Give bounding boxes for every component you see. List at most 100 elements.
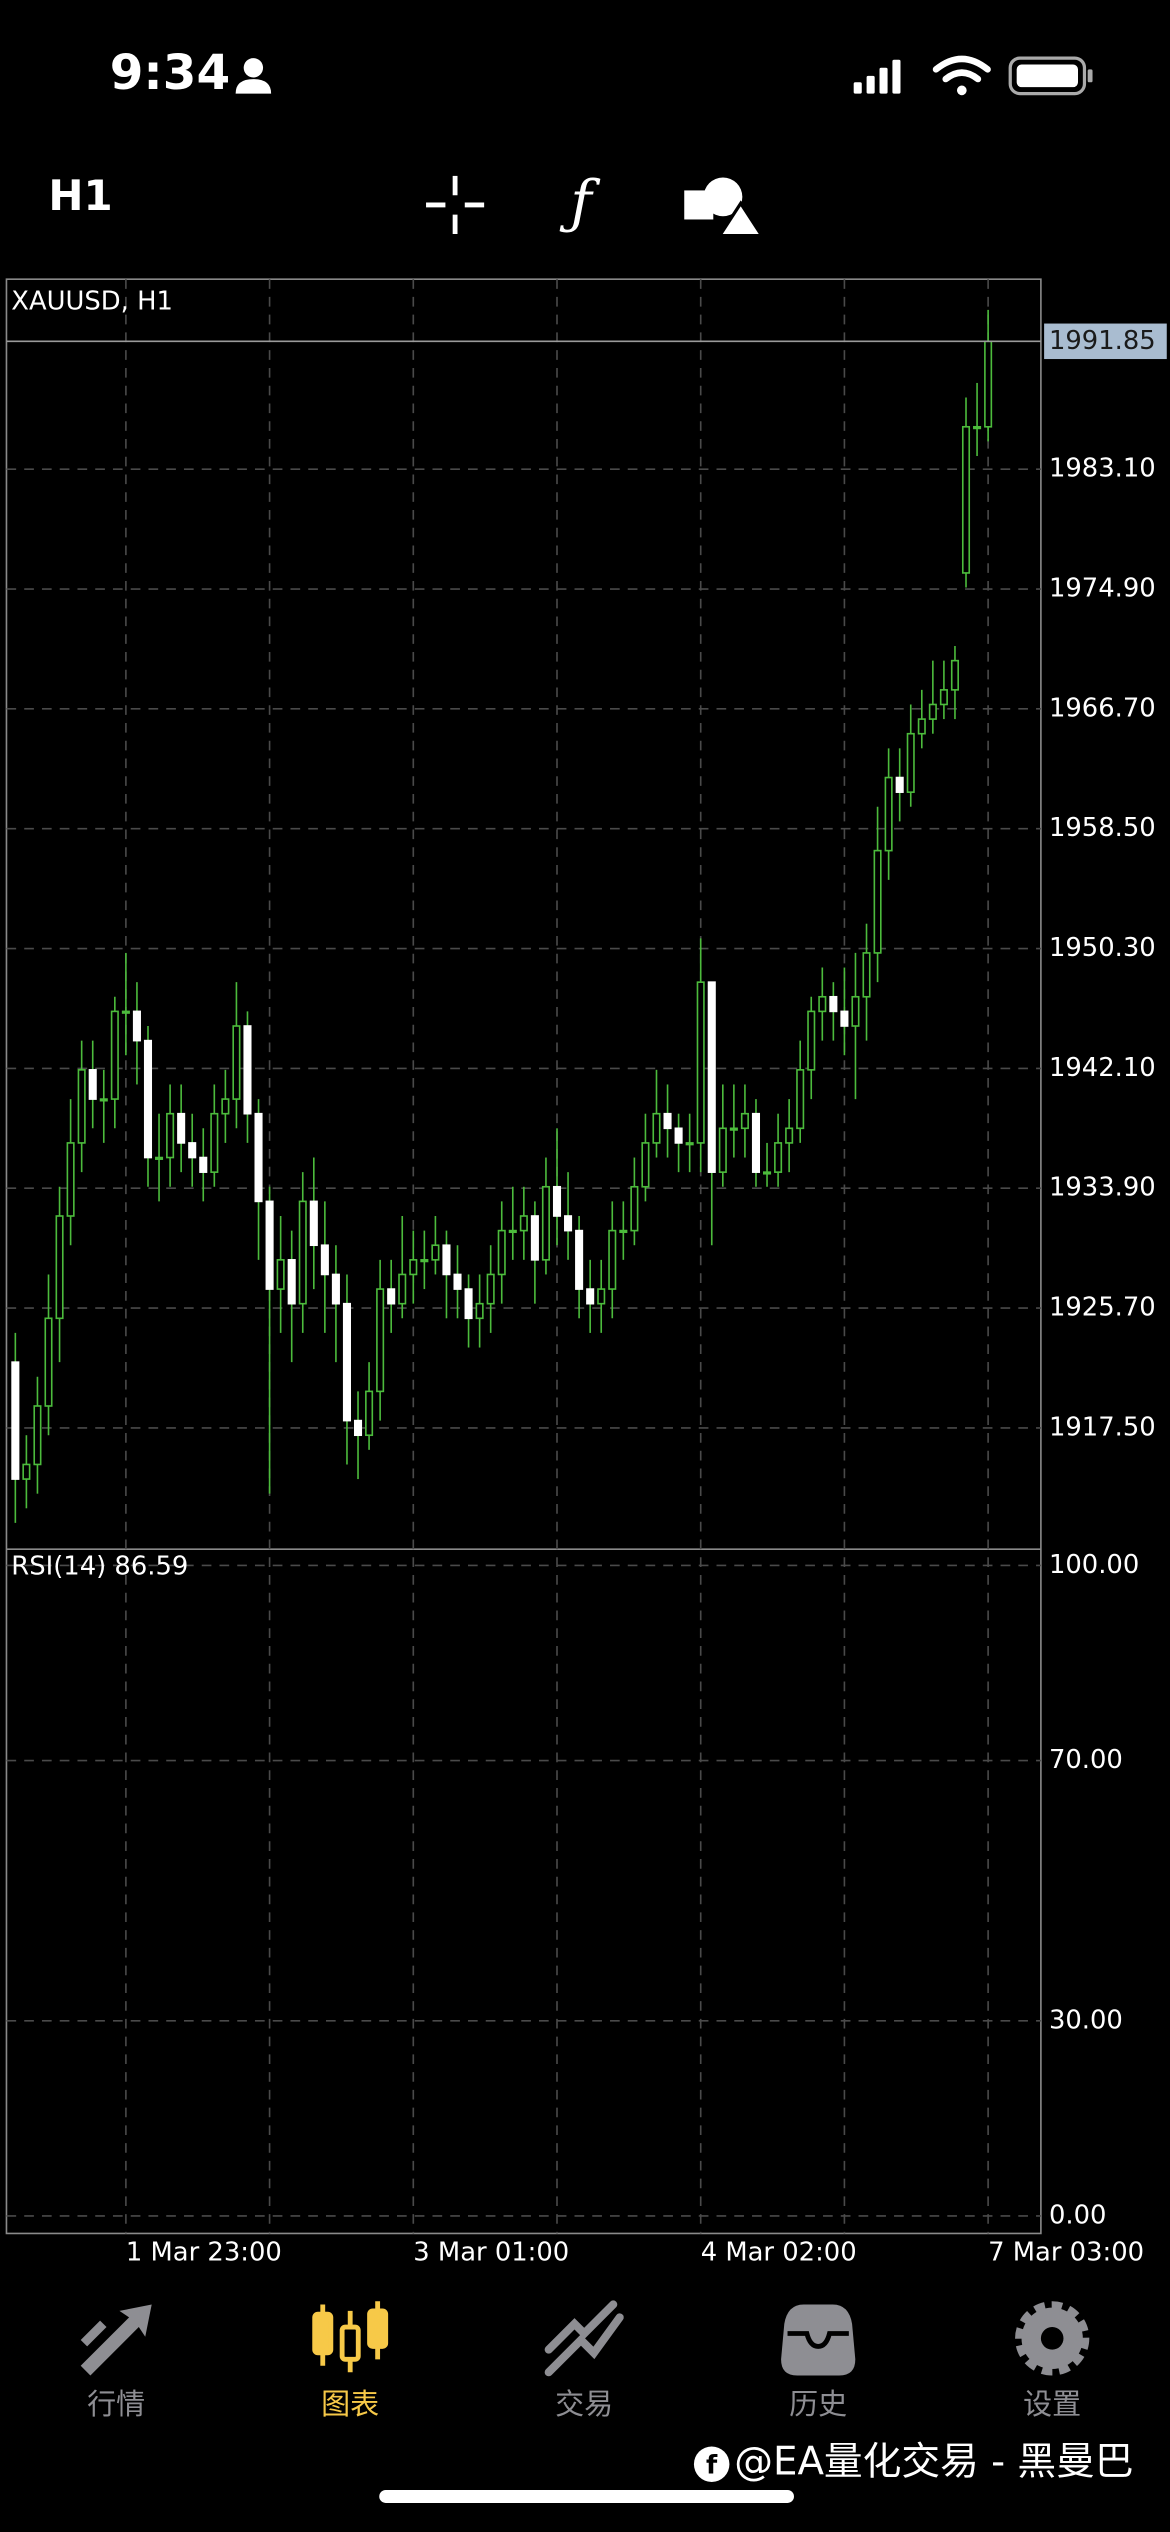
candle-body (420, 1259, 429, 1263)
candle-body (751, 1112, 761, 1173)
candle-body (110, 1010, 119, 1100)
last-price-box (1044, 323, 1167, 360)
watermark-icon: f (693, 2446, 730, 2482)
candle-body (365, 1390, 374, 1437)
tab-label[interactable]: 历史 (789, 2387, 847, 2421)
y-tick-label: 30.00 (1049, 2005, 1123, 2035)
y-tick-label: 1974.90 (1049, 574, 1156, 604)
quotes-icon[interactable] (80, 2304, 152, 2376)
y-tick-label: 1917.50 (1049, 1412, 1156, 1442)
chart-title: XAUUSD, H1 (11, 286, 173, 316)
candle-body (586, 1288, 595, 1305)
candle-body (718, 1127, 727, 1173)
y-tick-label: 1966.70 (1049, 693, 1156, 723)
candle-body (188, 1142, 197, 1159)
candle-body (11, 1361, 20, 1480)
candle-body (210, 1112, 219, 1173)
candle-body (265, 1200, 274, 1290)
candle-body (862, 952, 871, 998)
candle-body (840, 1010, 849, 1027)
candle-body (597, 1288, 606, 1305)
candle-body (696, 981, 705, 1144)
candle-body (99, 1098, 108, 1102)
candle-body (961, 425, 971, 574)
candle-body (66, 1142, 75, 1217)
candle-body (132, 1010, 141, 1042)
candle-body (762, 1171, 772, 1175)
candle-body (309, 1200, 318, 1247)
tab-label[interactable]: 设置 (1023, 2387, 1081, 2421)
candle-body (984, 340, 993, 428)
tab-label[interactable]: 图表 (321, 2387, 379, 2421)
candle-body (906, 732, 915, 793)
candle-body (475, 1302, 484, 1320)
candle-body (829, 995, 838, 1013)
candle-body (398, 1273, 407, 1305)
candle-body (33, 1405, 42, 1466)
candle-body (928, 703, 937, 720)
candle-body (552, 1185, 562, 1217)
candle-body (331, 1273, 340, 1305)
crosshair-button[interactable] (426, 175, 485, 234)
chart-icon[interactable] (312, 2301, 389, 2373)
person-icon (235, 58, 272, 94)
objects-button[interactable] (684, 177, 765, 238)
y-tick-label: 1983.10 (1049, 454, 1156, 484)
candle-body (88, 1069, 97, 1100)
y-tick-label: 1958.50 (1049, 813, 1156, 843)
candle-body (199, 1156, 208, 1173)
candle-body (851, 995, 860, 1027)
candle-body (166, 1112, 175, 1159)
candle-body (155, 1156, 164, 1160)
candle-body (508, 1229, 517, 1234)
wifi-icon (932, 55, 991, 83)
history-icon[interactable] (781, 2304, 856, 2376)
trade-icon[interactable] (544, 2300, 624, 2377)
y-tick-label: 1950.30 (1049, 933, 1156, 963)
svg-text:f: f (706, 2450, 718, 2480)
candle-body (575, 1229, 584, 1290)
candle-body (641, 1142, 650, 1188)
candle-body (895, 776, 904, 793)
watermark: @EA量化交易 - 黑曼巴 (734, 2440, 1133, 2485)
candle-body (287, 1259, 296, 1305)
candle-body (774, 1142, 783, 1173)
candle-body (453, 1273, 462, 1290)
y-tick-label: 1925.70 (1049, 1293, 1156, 1323)
settings-icon[interactable] (1015, 2301, 1090, 2376)
candle-body (950, 659, 959, 691)
candle-body (884, 776, 893, 852)
candle-body (387, 1288, 396, 1305)
y-tick-label: 1942.10 (1049, 1053, 1156, 1083)
wifi-dot (956, 85, 967, 96)
x-tick-label: 1 Mar 23:00 (126, 2237, 282, 2267)
candle-body (497, 1229, 506, 1276)
tab-label[interactable]: 交易 (555, 2387, 613, 2421)
candle-body (298, 1200, 307, 1305)
y-tick-label: 70.00 (1049, 1745, 1123, 1775)
x-tick-label: 3 Mar 01:00 (413, 2237, 569, 2267)
x-tick-label: 4 Mar 02:00 (701, 2237, 857, 2267)
candle-body (55, 1215, 64, 1320)
candle-body (729, 1127, 738, 1131)
y-tick-label: 100.00 (1049, 1550, 1139, 1580)
candle-body (685, 1142, 694, 1146)
candle-body (320, 1244, 329, 1276)
y-tick-label: 1933.90 (1049, 1173, 1156, 1203)
candle-body (431, 1244, 440, 1261)
battery-icon (1008, 56, 1093, 96)
candle-body (143, 1039, 153, 1159)
candle-body (541, 1185, 550, 1261)
chart-frame (5, 278, 1042, 2235)
timeframe-button[interactable]: H1 (48, 171, 112, 220)
last-price-label: 1991.85 (1049, 326, 1156, 356)
clock: 9:34 (110, 45, 230, 101)
candle-body (873, 849, 882, 954)
tab-label[interactable]: 行情 (87, 2387, 145, 2421)
candle-body (564, 1215, 573, 1232)
candle-body (22, 1463, 31, 1480)
candle-body (796, 1069, 805, 1130)
candle-body (674, 1127, 683, 1144)
